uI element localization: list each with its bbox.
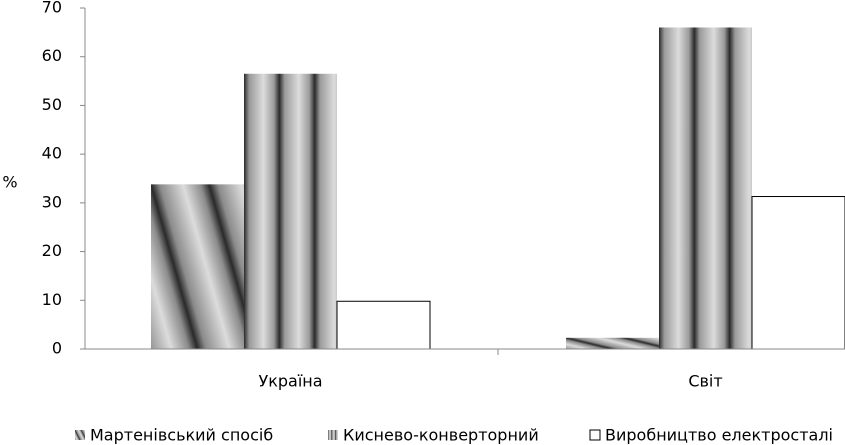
y-tick-label: 30: [42, 192, 62, 211]
y-tick-label: 50: [42, 95, 62, 114]
legend-label: Виробництво електросталі: [605, 426, 833, 445]
y-tick-label: 70: [42, 0, 62, 17]
y-tick-label: 40: [42, 144, 62, 163]
legend-swatch: [75, 430, 85, 440]
bar: [751, 196, 845, 350]
y-tick-label: 20: [42, 241, 62, 260]
y-axis-label: %: [2, 173, 17, 192]
legend-swatch: [589, 429, 601, 441]
bar: [659, 27, 752, 349]
legend-label: Киснево-конверторний: [343, 426, 539, 445]
bar: [336, 300, 431, 350]
bar: [244, 73, 337, 349]
y-tick-label: 0: [52, 339, 62, 358]
legend-label: Мартенівський спосіб: [90, 426, 273, 445]
y-tick-label: 10: [42, 290, 62, 309]
bar: [151, 184, 244, 349]
x-tick-label: Світ: [688, 372, 722, 391]
x-tick-label: Україна: [258, 372, 322, 391]
bar: [566, 337, 659, 349]
legend-swatch: [328, 430, 338, 440]
y-tick-label: 60: [42, 46, 62, 65]
